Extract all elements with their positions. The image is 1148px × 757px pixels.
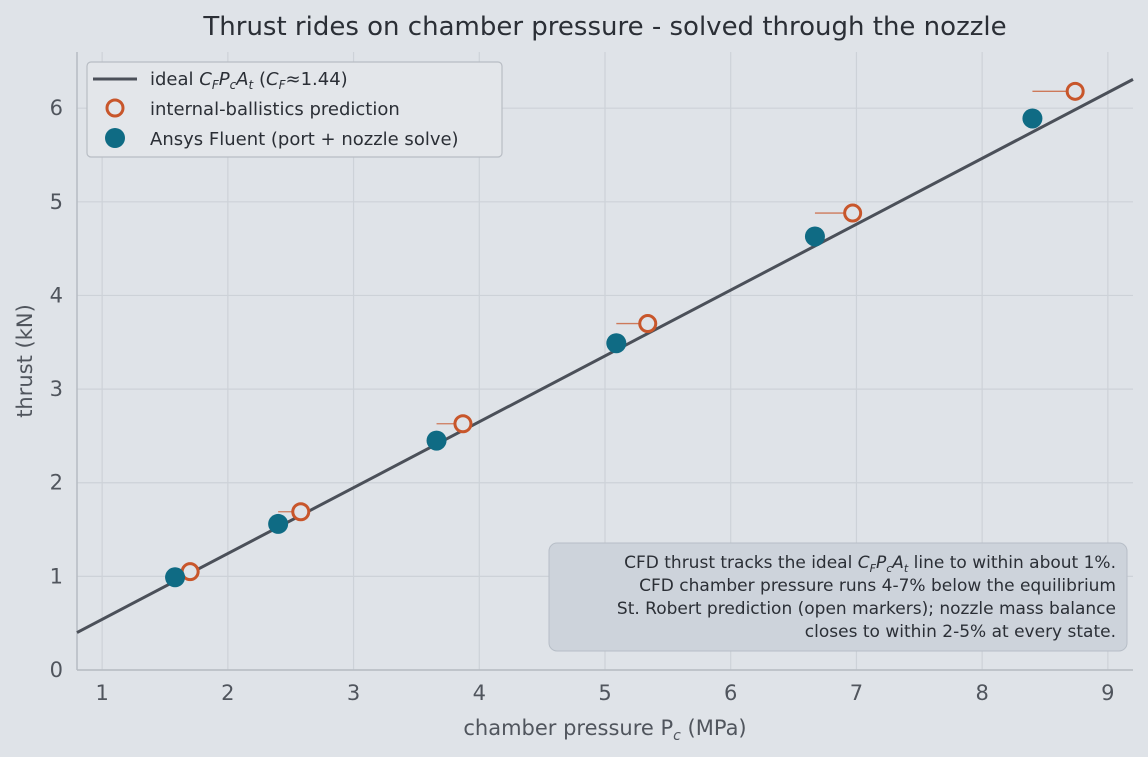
legend: ideal CFPcAt (CF≈1.44) internal-ballisti…	[86, 61, 503, 158]
axes	[76, 52, 1133, 671]
x-axis-label-units: (MPa)	[681, 716, 747, 740]
prediction-points	[180, 81, 1085, 582]
annotation-line-3: St. Robert prediction (open markers); no…	[617, 599, 1116, 619]
legend-open-marker	[105, 98, 125, 118]
legend-label-fluent: Ansys Fluent (port + nozzle solve)	[150, 129, 459, 150]
y-tick-label: 2	[50, 471, 63, 495]
ideal-line	[76, 78, 1134, 634]
x-tick-label: 2	[221, 681, 234, 705]
x-tick-label: 4	[473, 681, 486, 705]
fluent-point	[268, 513, 289, 534]
x-tick-label: 6	[724, 681, 737, 705]
fluent-point	[804, 226, 825, 247]
y-tick-label: 3	[50, 377, 63, 401]
prediction-point	[843, 203, 863, 223]
y-tick-labels: 0 1 2 3 4 5 6	[50, 96, 63, 682]
chart-title: Thrust rides on chamber pressure - solve…	[202, 12, 1006, 42]
y-tick-label: 5	[50, 190, 63, 214]
prediction-point	[453, 414, 473, 434]
x-tick-label: 1	[95, 681, 108, 705]
prediction-point	[638, 314, 658, 334]
error-bars	[175, 90, 1076, 573]
annotation-box	[548, 542, 1128, 652]
legend-filled-marker	[105, 128, 125, 148]
annotation-line-2: CFD chamber pressure runs 4-7% below the…	[639, 576, 1116, 596]
fluent-point	[165, 567, 186, 588]
x-axis-label: chamber pressure Pc (MPa)	[463, 716, 746, 744]
x-tick-label: 8	[975, 681, 988, 705]
x-tick-label: 7	[850, 681, 863, 705]
y-tick-label: 6	[50, 96, 63, 120]
y-axis-label: thrust (kN)	[13, 304, 37, 418]
fluent-point	[606, 333, 627, 354]
x-tick-label: 3	[347, 681, 360, 705]
legend-label-ideal: ideal CFPcAt (CF≈1.44)	[150, 69, 348, 92]
x-axis-label-sub: c	[673, 728, 681, 744]
y-tick-label: 4	[50, 283, 63, 307]
annotation: CFD thrust tracks the ideal CFPcAt line …	[548, 542, 1128, 652]
x-tick-label: 9	[1101, 681, 1114, 705]
x-axis-label-main: chamber pressure P	[463, 716, 673, 740]
x-tick-labels: 1 2 3 4 5 6 7 8 9	[95, 681, 1114, 705]
annotation-line-1: CFD thrust tracks the ideal CFPcAt line …	[624, 553, 1116, 575]
fluent-points	[165, 108, 1043, 588]
prediction-point	[291, 502, 311, 522]
fluent-point	[426, 430, 447, 451]
legend-box	[86, 61, 503, 158]
y-tick-label: 0	[50, 658, 63, 682]
legend-label-prediction: internal-ballistics prediction	[150, 99, 400, 120]
prediction-point	[1065, 81, 1085, 101]
annotation-line-4: closes to within 2-5% at every state.	[805, 622, 1116, 642]
fluent-point	[1022, 108, 1043, 129]
x-tick-label: 5	[598, 681, 611, 705]
y-tick-label: 1	[50, 564, 63, 588]
